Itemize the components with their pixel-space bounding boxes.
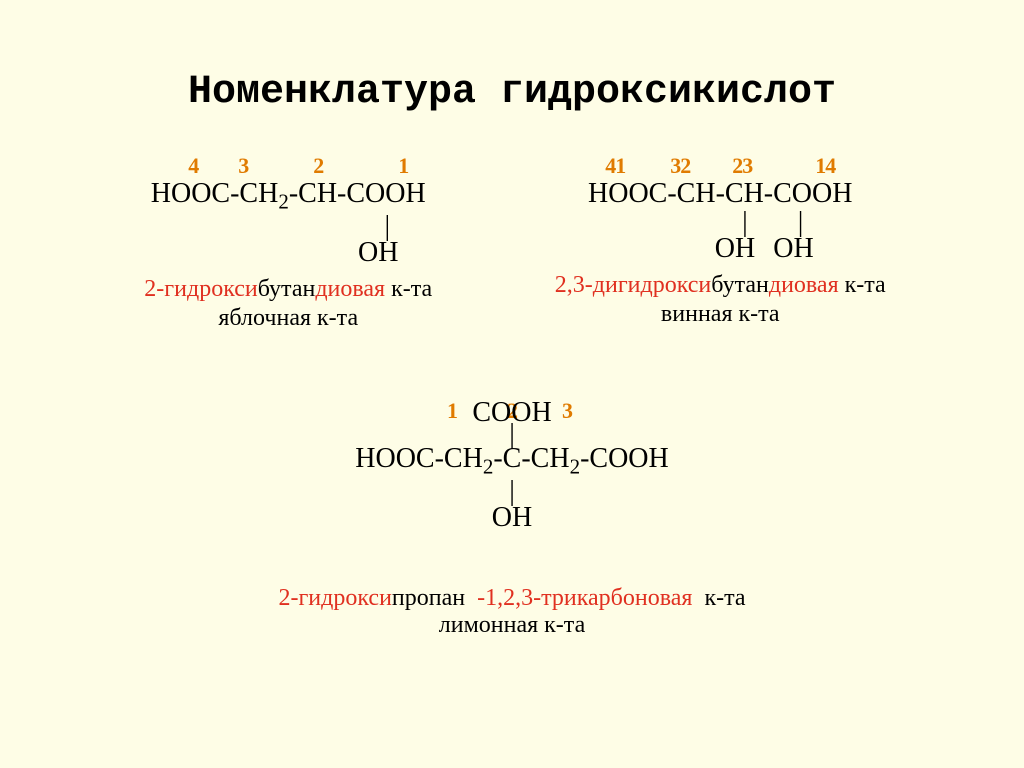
malic-iupac-name: 2-гидроксибутандиовая к-та: [138, 275, 438, 304]
tartaric-bond: ||: [555, 212, 886, 234]
tartaric-oh-line: OH OH: [555, 234, 886, 265]
malic-carbon-numbers: 4321: [138, 155, 438, 179]
citric-bond-top: |: [332, 424, 692, 446]
formula-part: HOOC-CH: [151, 178, 279, 209]
malic-name: 2-гидроксибутандиовая к-та яблочная к-та: [138, 275, 438, 333]
tartaric-carbon-numbers: 43211234: [555, 155, 886, 179]
citric-common-name: лимонная к-та: [0, 612, 1024, 639]
oh-group: OH: [492, 502, 532, 533]
malic-common-name: яблочная к-та: [138, 304, 438, 333]
tartaric-formula: HOOC-CH-CH-COOH: [555, 179, 886, 210]
bond-char: |: [509, 419, 515, 450]
citric-oh-line: OH: [332, 503, 692, 534]
slide-title: Номенклатура гидроксикислот: [0, 70, 1024, 115]
citric-acid-block: 123 COOH | HOOC-CH2-C-CH2-COOH | OH: [0, 400, 1024, 534]
formula-part: HOOC-CH: [355, 443, 483, 474]
malic-bond: |: [138, 216, 438, 238]
top-molecule-row: 4321 HOOC-CH2-CH-COOH | OH 2-гидроксибут…: [0, 155, 1024, 332]
subscript: 2: [483, 455, 494, 479]
citric-iupac-name: 2-гидроксипропан -1,2,3-трикарбоновая к-…: [0, 585, 1024, 612]
formula-part: -COOH: [580, 443, 669, 474]
malic-formula: HOOC-CH2-CH-COOH: [138, 179, 438, 214]
tartaric-name: 2,3-дигидроксибутандиовая к-та винная к-…: [555, 271, 886, 329]
tartaric-acid-block: 43211234 HOOC-CH-CH-COOH || OH OH 2,3-диг…: [555, 155, 886, 332]
malic-oh-line: OH: [138, 238, 438, 269]
slide-page: Номенклатура гидроксикислот 4321 HOOC-CH…: [0, 0, 1024, 768]
oh-group: OH: [358, 237, 398, 268]
tartaric-iupac-name: 2,3-дигидроксибутандиовая к-та: [555, 271, 886, 300]
oh-group: OH: [715, 233, 755, 264]
subscript: 2: [278, 190, 289, 214]
formula-part: -CH-COOH: [289, 178, 426, 209]
citric-bond-bottom: |: [332, 481, 692, 503]
tartaric-common-name: винная к-та: [555, 300, 886, 329]
subscript: 2: [570, 455, 581, 479]
oh-group: OH: [773, 233, 813, 264]
citric-name-block: 2-гидроксипропан -1,2,3-трикарбоновая к-…: [0, 585, 1024, 639]
formula-part: HOOC-CH-CH-COOH: [588, 178, 852, 209]
formula-part: -C-CH: [493, 443, 569, 474]
malic-acid-block: 4321 HOOC-CH2-CH-COOH | OH 2-гидроксибут…: [138, 155, 438, 332]
